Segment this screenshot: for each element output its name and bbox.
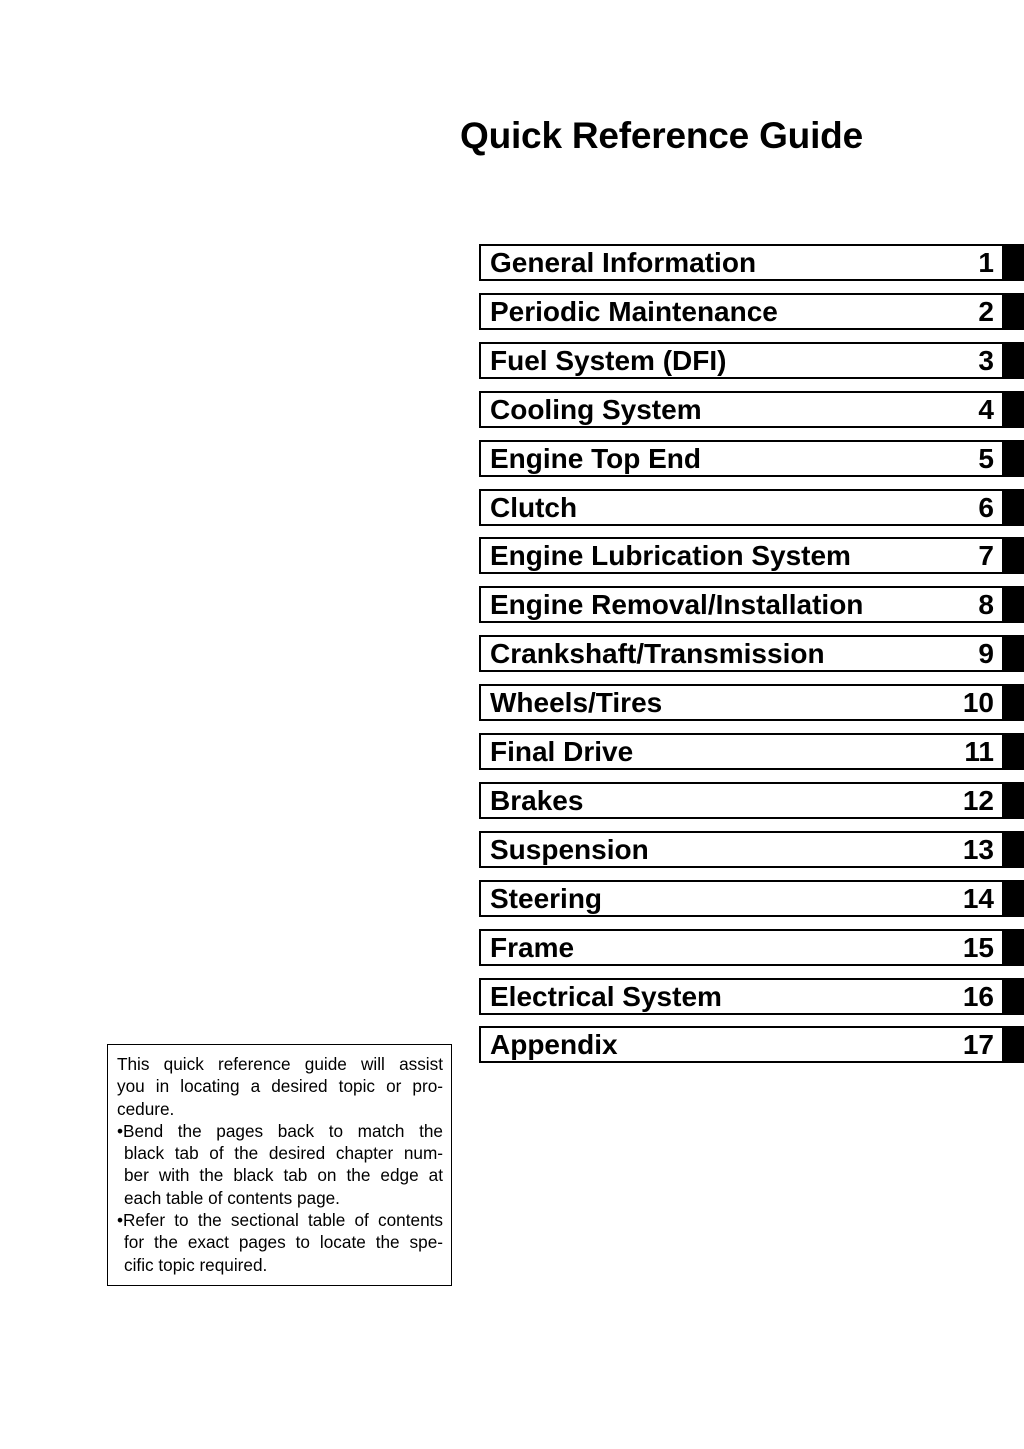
chapter-box: Suspension 13	[479, 830, 1004, 868]
chapter-row[interactable]: Clutch 6	[479, 488, 1024, 526]
black-edge-tab	[1004, 928, 1024, 966]
chapter-row[interactable]: General Information 1	[479, 244, 1024, 281]
chapter-number: 14	[962, 882, 994, 914]
chapter-box: General Information 1	[479, 244, 1004, 281]
black-edge-tab	[1004, 586, 1024, 624]
black-edge-tab	[1004, 488, 1024, 526]
page-title: Quick Reference Guide	[460, 115, 863, 156]
instruction-note: This quick reference guide will assist y…	[107, 1044, 452, 1286]
chapter-box: Steering 14	[479, 879, 1004, 917]
chapter-number: 3	[978, 344, 994, 376]
chapter-box: Cooling System 4	[479, 390, 1004, 428]
chapter-number: 17	[962, 1029, 994, 1061]
chapter-title: Wheels/Tires	[490, 687, 663, 719]
chapter-number: 15	[962, 931, 994, 963]
chapter-number: 13	[962, 833, 994, 865]
chapter-box: Appendix 17	[479, 1026, 1004, 1064]
chapter-row[interactable]: Engine Top End 5	[479, 439, 1024, 477]
chapter-title: Engine Removal/Installation	[490, 589, 864, 621]
black-edge-tab	[1004, 1026, 1024, 1064]
chapter-box: Fuel System (DFI) 3	[479, 341, 1004, 379]
chapter-box: Engine Top End 5	[479, 439, 1004, 477]
note-line: for the exact pages to locate the spe-	[124, 1232, 443, 1253]
black-edge-tab	[1004, 390, 1024, 428]
note-line: each table of contents page.	[124, 1187, 340, 1208]
black-edge-tab	[1004, 733, 1024, 770]
chapter-number: 6	[978, 491, 994, 523]
chapter-row[interactable]: Appendix 17	[479, 1026, 1024, 1064]
chapter-number: 5	[978, 442, 994, 474]
chapter-row[interactable]: Wheels/Tires 10	[479, 684, 1024, 722]
chapter-title: General Information	[490, 247, 757, 278]
note-line: you in locating a desired topic or pro-	[117, 1076, 443, 1097]
chapter-box: Crankshaft/Transmission 9	[479, 635, 1004, 673]
chapter-number: 1	[978, 247, 994, 278]
chapter-title: Clutch	[490, 491, 578, 523]
black-edge-tab	[1004, 537, 1024, 575]
chapter-title: Appendix	[490, 1029, 618, 1061]
chapter-row[interactable]: Periodic Maintenance 2	[479, 292, 1024, 330]
chapter-title: Final Drive	[490, 736, 634, 767]
chapter-row[interactable]: Cooling System 4	[479, 390, 1024, 428]
chapter-title: Suspension	[490, 833, 649, 865]
chapter-title: Periodic Maintenance	[490, 295, 778, 327]
black-edge-tab	[1004, 879, 1024, 917]
note-line: cific topic required.	[124, 1254, 268, 1275]
chapter-box: Electrical System 16	[479, 977, 1004, 1015]
chapter-number: 12	[962, 784, 994, 816]
chapter-row[interactable]: Engine Lubrication System 7	[479, 537, 1024, 575]
chapter-number: 9	[978, 638, 994, 670]
black-edge-tab	[1004, 292, 1024, 330]
chapter-title: Steering	[490, 882, 603, 914]
black-edge-tab	[1004, 684, 1024, 722]
chapter-box: Wheels/Tires 10	[479, 684, 1004, 722]
note-line: •Refer to the sectional table of content…	[117, 1210, 443, 1231]
black-edge-tab	[1004, 830, 1024, 868]
black-edge-tab	[1004, 635, 1024, 673]
note-line: black tab of the desired chapter num-	[124, 1143, 443, 1164]
chapter-number: 11	[964, 736, 994, 767]
chapter-box: Engine Removal/Installation 8	[479, 586, 1004, 624]
chapter-title: Electrical System	[490, 980, 722, 1012]
chapter-row[interactable]: Brakes 12	[479, 781, 1024, 819]
chapter-number: 7	[978, 540, 994, 572]
black-edge-tab	[1004, 244, 1024, 281]
chapter-row[interactable]: Engine Removal/Installation 8	[479, 586, 1024, 624]
chapter-title: Cooling System	[490, 393, 702, 425]
chapter-box: Final Drive 11	[479, 733, 1004, 770]
chapter-row[interactable]: Frame 15	[479, 928, 1024, 966]
chapter-number: 10	[962, 687, 994, 719]
chapter-row[interactable]: Crankshaft/Transmission 9	[479, 635, 1024, 673]
chapter-box: Clutch 6	[479, 488, 1004, 526]
black-edge-tab	[1004, 781, 1024, 819]
chapter-box: Frame 15	[479, 928, 1004, 966]
chapter-row[interactable]: Final Drive 11	[479, 733, 1024, 770]
note-line: This quick reference guide will assist	[117, 1054, 443, 1074]
chapter-title: Engine Lubrication System	[490, 540, 851, 572]
chapter-title: Crankshaft/Transmission	[490, 638, 825, 670]
chapter-number: 8	[978, 589, 994, 621]
black-edge-tab	[1004, 341, 1024, 379]
note-line: •Bend the pages back to match the	[117, 1120, 443, 1141]
chapter-number: 2	[978, 295, 994, 327]
chapter-row[interactable]: Electrical System 16	[479, 977, 1024, 1015]
chapter-row[interactable]: Suspension 13	[479, 830, 1024, 868]
black-edge-tab	[1004, 977, 1024, 1015]
chapter-box: Periodic Maintenance 2	[479, 292, 1004, 330]
chapter-row[interactable]: Steering 14	[479, 879, 1024, 917]
chapter-title: Brakes	[490, 784, 584, 816]
chapter-title: Engine Top End	[490, 442, 702, 474]
chapter-title: Frame	[490, 931, 575, 963]
chapter-row[interactable]: Fuel System (DFI) 3	[479, 341, 1024, 379]
chapter-title: Fuel System (DFI)	[490, 344, 727, 376]
chapter-box: Brakes 12	[479, 781, 1004, 819]
chapter-number: 4	[978, 393, 994, 425]
chapter-box: Engine Lubrication System 7	[479, 537, 1004, 575]
note-line: cedure.	[117, 1098, 175, 1119]
chapter-number: 16	[962, 980, 994, 1012]
black-edge-tab	[1004, 439, 1024, 477]
note-line: ber with the black tab on the edge at	[124, 1165, 443, 1186]
